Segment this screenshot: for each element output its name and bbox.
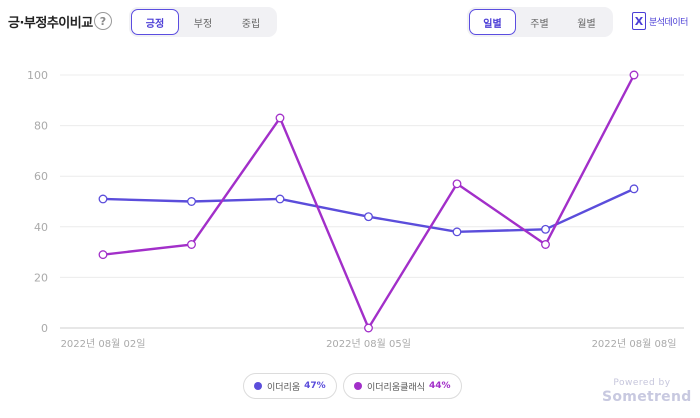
period-toggle: 일별 주별 월별 [467, 7, 613, 37]
tab-daily[interactable]: 일별 [469, 9, 516, 35]
legend-dot [354, 382, 362, 390]
y-tick-label: 40 [34, 221, 48, 234]
export-data-button[interactable]: X 분석데이터 [632, 12, 688, 30]
data-point-0 [275, 194, 285, 204]
data-point-1 [98, 250, 108, 260]
powered-by: Powered by Sometrend [602, 378, 692, 405]
data-point-1 [629, 70, 639, 80]
legend-percent: 47% [304, 381, 326, 391]
legend-item-ethereum[interactable]: 이더리움 47% [243, 373, 337, 399]
tab-negative[interactable]: 부정 [193, 18, 213, 30]
legend-percent: 44% [428, 381, 451, 391]
y-tick-label: 20 [34, 271, 48, 284]
y-tick-label: 80 [34, 120, 48, 133]
data-point-0 [364, 212, 373, 222]
data-point-1 [452, 179, 462, 189]
data-point-0 [187, 197, 196, 206]
legend-label: 이더리움클래식 [367, 382, 425, 393]
powered-label: Powered by [613, 378, 671, 388]
data-point-1 [275, 113, 285, 123]
data-point-0 [98, 194, 108, 204]
y-tick-label: 0 [41, 322, 48, 335]
brand-logo: Sometrend [602, 389, 692, 405]
y-tick-label: 100 [27, 69, 48, 82]
legend-dot [254, 382, 262, 390]
data-point-1 [187, 240, 196, 249]
line-chart: 0 20 40 60 80 100 2022년 08월 02일 2022년 08월 05일 20… [27, 69, 684, 350]
tab-weekly[interactable]: 주별 [530, 18, 549, 30]
x-tick-label: 2022년 08월 08일 [592, 338, 677, 350]
x-tick-label: 2022년 08월 05일 [326, 338, 411, 350]
data-point-0 [452, 227, 462, 237]
page-title: 긍·부정추이비교 [8, 16, 93, 31]
data-point-1 [541, 240, 550, 249]
tab-positive[interactable]: 긍정 [131, 9, 179, 35]
excel-icon: X [632, 12, 646, 30]
legend-item-ethereum-classic[interactable]: 이더리움클래식 44% [343, 373, 462, 399]
legend-label: 이더리움 [267, 382, 301, 393]
tab-monthly[interactable]: 월별 [577, 18, 596, 30]
help-icon[interactable]: ? [94, 12, 112, 30]
export-label: 분석데이터 [649, 17, 688, 28]
data-point-0 [629, 184, 639, 194]
y-tick-label: 60 [34, 170, 48, 183]
x-tick-label: 2022년 08월 02일 [61, 338, 146, 350]
data-point-1 [364, 323, 373, 333]
data-point-0 [541, 224, 550, 234]
tab-neutral[interactable]: 중립 [241, 18, 261, 30]
sentiment-toggle: 긍정 부정 중립 [129, 7, 277, 37]
